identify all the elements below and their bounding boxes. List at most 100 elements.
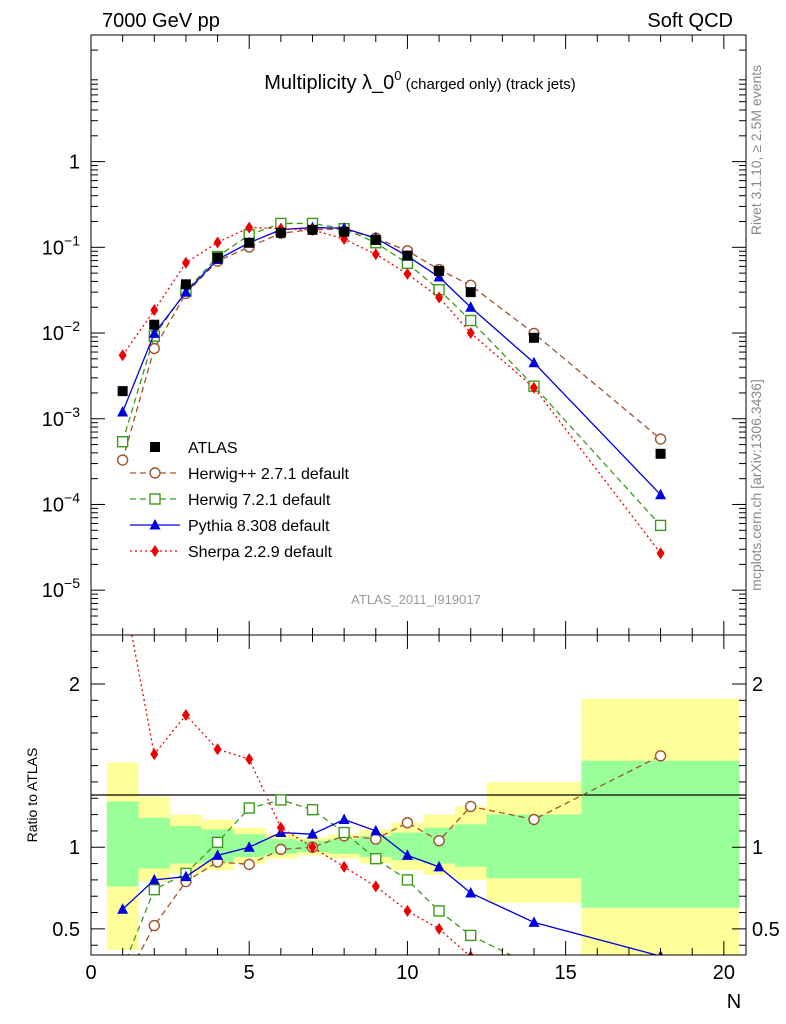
axes: 0 5 10 15 20 10−5 10−4 10−3 10−2 10−1 1 0.5 0.5 1 1 2 2 xyxy=(42,34,780,984)
data-point xyxy=(656,547,665,560)
ratio-point xyxy=(370,824,382,836)
series-line xyxy=(122,222,662,526)
ratio-point xyxy=(212,849,224,860)
ratio-point xyxy=(306,803,319,816)
data-point xyxy=(402,250,413,261)
y-tick-label: 10−4 xyxy=(42,489,80,516)
x-tick-label: 5 xyxy=(244,962,255,984)
ratio-point xyxy=(401,874,414,886)
ratio-point xyxy=(180,870,192,882)
x-tick-label: 20 xyxy=(713,962,735,984)
data-point xyxy=(150,304,159,317)
series-herwig-7-2-1-default-ratio xyxy=(127,794,513,955)
data-point xyxy=(529,381,538,394)
legend-marker xyxy=(151,545,159,557)
ratio-point xyxy=(401,849,413,860)
ratio-point xyxy=(433,905,445,917)
data-point xyxy=(528,356,540,368)
legend-item: Sherpa 2.2.9 default xyxy=(130,544,333,561)
ratio-point xyxy=(433,860,445,872)
data-point xyxy=(654,433,667,445)
legend-label: Herwig 7.2.1 default xyxy=(188,492,331,509)
ratio-point xyxy=(117,903,129,914)
ratio-point xyxy=(433,835,445,847)
data-point xyxy=(434,265,445,276)
y-tick-label: 10−2 xyxy=(42,318,80,345)
data-point xyxy=(465,314,477,327)
ratio-point xyxy=(338,813,350,824)
series-line xyxy=(122,226,662,496)
watermark: ATLAS_2011_I919017 xyxy=(351,592,481,607)
data-point xyxy=(181,256,190,269)
ratio-point xyxy=(181,709,190,721)
y-tick-label: 10−3 xyxy=(42,404,80,431)
legend-marker xyxy=(150,442,160,452)
x-tick-label: 15 xyxy=(555,962,577,984)
ratio-point xyxy=(150,748,159,761)
green-band xyxy=(170,826,202,864)
data-point xyxy=(307,224,318,235)
legend-marker xyxy=(149,467,161,479)
data-point xyxy=(339,226,350,237)
data-point xyxy=(244,237,255,248)
ratio-point xyxy=(371,880,380,893)
data-point xyxy=(148,327,160,338)
legend-item: ATLAS xyxy=(150,440,238,457)
series-line xyxy=(122,228,661,461)
series-ratio-line xyxy=(122,818,659,955)
ratio-point xyxy=(276,821,285,834)
ratio-point xyxy=(401,817,414,829)
ratio-point xyxy=(435,922,444,935)
side-label-mcplots: mcplots.cern.ch [arXiv:1306.3436] xyxy=(748,379,764,591)
ratio-point xyxy=(243,858,255,871)
series-pythia-8-308-default-ratio xyxy=(117,813,664,955)
ratio-point xyxy=(148,873,160,885)
side-label-rivet: Rivet 3.1.10, ≥ 2.5M events xyxy=(748,65,764,235)
ratio-panel-frame xyxy=(90,634,747,956)
chart-title-suffix: (charged only) (track jets) xyxy=(402,76,576,93)
green-band xyxy=(359,835,392,858)
data-point xyxy=(655,488,667,500)
x-axis-label: N xyxy=(727,991,741,1013)
data-point xyxy=(245,221,254,234)
green-band xyxy=(138,817,171,869)
ratio-point xyxy=(370,852,382,865)
ratio-point xyxy=(403,904,412,917)
ratio-point xyxy=(308,841,317,854)
ratio-point xyxy=(275,843,287,856)
y-tick-label: 10−1 xyxy=(42,232,80,259)
ratio-point xyxy=(275,794,287,806)
series-ratio-line xyxy=(137,755,661,955)
legend-item: Herwig++ 2.7.1 default xyxy=(130,466,350,483)
ratio-tick-label-left: 2 xyxy=(69,674,80,696)
main-plot-area xyxy=(116,217,667,560)
ratio-point xyxy=(211,836,224,849)
green-band xyxy=(106,801,139,887)
legend-marker xyxy=(149,519,161,530)
ratio-point xyxy=(338,826,350,839)
ratio-tick-label-right: 1 xyxy=(752,837,763,859)
data-point xyxy=(371,248,380,261)
ratio-tick-label-right: 2 xyxy=(752,674,763,696)
data-point xyxy=(212,252,223,263)
ratio-point xyxy=(465,886,477,898)
data-point xyxy=(654,519,667,532)
data-point xyxy=(370,234,381,245)
chart-title-sup: 0 xyxy=(394,68,401,83)
ratio-uncertainty-bands xyxy=(106,698,740,955)
series-atlas-main xyxy=(117,224,666,459)
ratio-point xyxy=(148,883,160,896)
data-point xyxy=(433,271,445,282)
data-point xyxy=(465,287,476,298)
data-point xyxy=(465,301,477,312)
ratio-point xyxy=(243,802,255,814)
ratio-point xyxy=(243,841,255,852)
data-point xyxy=(117,386,128,397)
y-tick-label: 10−5 xyxy=(42,575,80,602)
data-point xyxy=(116,454,129,466)
ratio-point xyxy=(528,813,540,826)
header-right: Soft QCD xyxy=(647,10,733,32)
ratio-point xyxy=(306,828,318,839)
green-band xyxy=(486,814,582,879)
